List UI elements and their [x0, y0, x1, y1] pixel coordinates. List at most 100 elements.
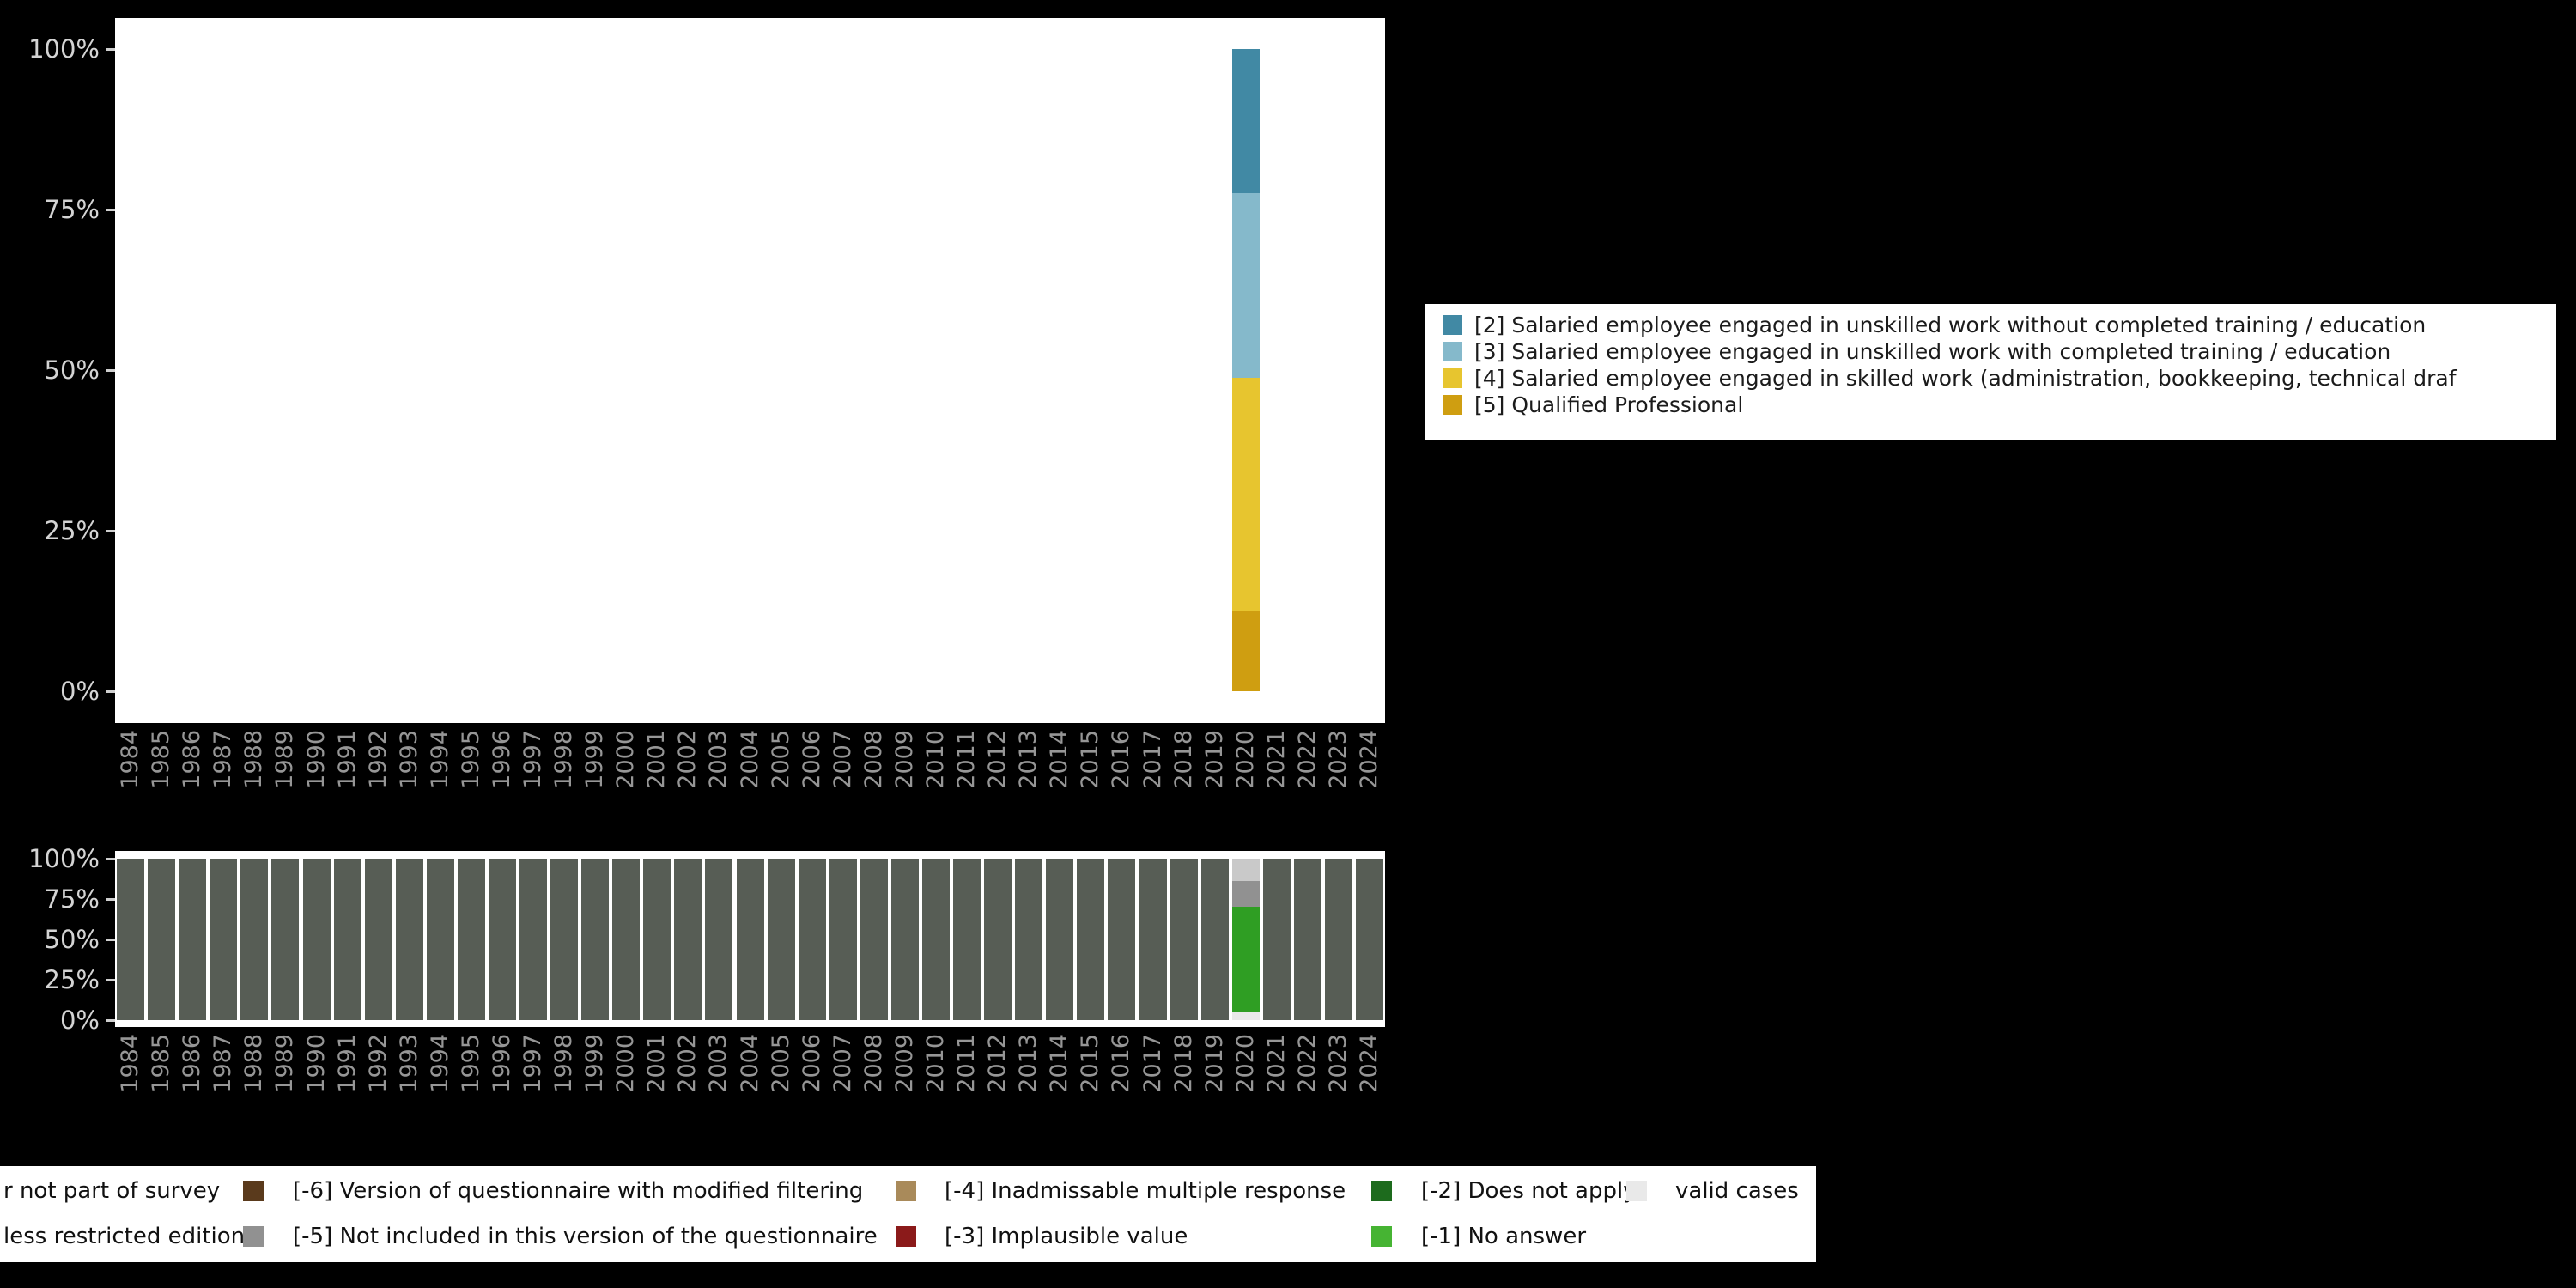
- bar-2016: [1108, 859, 1136, 1020]
- bar-segment: [953, 859, 981, 1020]
- x-tick-label: 2010: [921, 1034, 949, 1093]
- legend-swatch: [1443, 368, 1462, 388]
- bar-2023: [1325, 49, 1352, 691]
- bar-segment: [1231, 611, 1260, 691]
- bar-2012: [984, 859, 1012, 1020]
- y-tick-mark: [106, 690, 115, 693]
- bar-segment: [1324, 859, 1352, 1020]
- bar-segment: [240, 859, 269, 1020]
- x-tick-label: 1989: [271, 730, 299, 789]
- x-tick-label: 2023: [1324, 1034, 1352, 1093]
- bar-2003: [705, 49, 732, 691]
- bar-segment: [179, 859, 207, 1020]
- x-tick-label: 1998: [550, 1034, 578, 1093]
- x-tick-label: 1993: [395, 730, 422, 789]
- bar-segment: [860, 859, 888, 1020]
- x-tick-label: 1993: [395, 1034, 422, 1093]
- legend-swatch: [1371, 1226, 1392, 1247]
- x-tick-label: 2022: [1293, 1034, 1321, 1093]
- bar-1993: [396, 49, 423, 691]
- bar-segment: [1231, 907, 1260, 1012]
- bar-2012: [984, 49, 1012, 691]
- x-tick-label: 2005: [767, 730, 794, 789]
- bar-2009: [890, 859, 919, 1020]
- bar-2000: [612, 859, 641, 1020]
- bar-segment: [984, 859, 1012, 1020]
- x-tick-label: 2005: [767, 1034, 794, 1093]
- bar-segment: [1262, 859, 1291, 1020]
- y-tick-mark: [106, 978, 115, 981]
- bar-1992: [364, 859, 392, 1020]
- x-tick-label: 2013: [1015, 730, 1042, 789]
- bar-segment: [1231, 881, 1260, 908]
- x-tick-label: 1986: [179, 730, 206, 789]
- bar-1987: [210, 859, 238, 1020]
- y-tick-label: 100%: [28, 844, 100, 873]
- bar-1994: [426, 859, 454, 1020]
- bar-segment: [1108, 859, 1136, 1020]
- bottom-chart-plot: [115, 851, 1385, 1027]
- bar-segment: [674, 859, 702, 1020]
- bar-1990: [303, 49, 331, 691]
- bar-2020: [1231, 859, 1260, 1020]
- y-tick-label: 0%: [59, 1005, 100, 1035]
- bar-2003: [705, 859, 733, 1020]
- bar-segment: [1231, 377, 1260, 611]
- bar-2009: [891, 49, 919, 691]
- bar-2008: [860, 859, 888, 1020]
- bar-1985: [148, 859, 176, 1020]
- bottom-chart-plot-inner: [115, 859, 1385, 1020]
- bar-2007: [829, 859, 857, 1020]
- x-tick-label: 2011: [953, 730, 980, 789]
- x-tick-label: 2006: [798, 730, 825, 789]
- x-tick-label: 1991: [333, 730, 361, 789]
- x-tick-label: 2008: [860, 730, 887, 789]
- bar-segment: [519, 859, 547, 1020]
- y-tick-label: 75%: [44, 195, 100, 224]
- x-tick-label: 2017: [1139, 730, 1166, 789]
- bar-segment: [1231, 1012, 1260, 1020]
- legend-swatch: [1443, 394, 1462, 415]
- x-tick-label: 2019: [1200, 1034, 1228, 1093]
- x-tick-label: 2012: [984, 730, 1012, 789]
- bar-segment: [767, 859, 795, 1020]
- x-tick-label: 1985: [148, 730, 175, 789]
- bar-segment: [829, 859, 857, 1020]
- legend-item: [5] Qualified Professional: [1443, 392, 1743, 417]
- bar-2005: [768, 49, 795, 691]
- legend-swatch: [1443, 341, 1462, 361]
- x-tick-label: 2003: [705, 1034, 732, 1093]
- x-tick-label: 1996: [488, 1034, 515, 1093]
- legend-label: [-2] Does not apply: [1421, 1178, 1637, 1204]
- bar-segment: [302, 859, 331, 1020]
- bar-2017: [1139, 49, 1167, 691]
- bar-1984: [117, 49, 144, 691]
- x-tick-label: 2007: [829, 1034, 856, 1093]
- bar-segment: [705, 859, 733, 1020]
- bar-1998: [550, 49, 578, 691]
- bar-segment: [271, 859, 300, 1020]
- y-tick-mark: [106, 897, 115, 901]
- bar-1986: [179, 49, 206, 691]
- bar-1996: [489, 49, 516, 691]
- y-tick-mark: [106, 47, 115, 51]
- bar-2024: [1356, 859, 1383, 1020]
- bar-2021: [1263, 49, 1291, 691]
- bar-segment: [1231, 193, 1260, 378]
- x-tick-label: 2002: [674, 730, 702, 789]
- bar-2006: [798, 859, 826, 1020]
- x-tick-label: 2020: [1231, 1034, 1259, 1093]
- bar-2005: [767, 859, 795, 1020]
- bar-segment: [333, 859, 361, 1020]
- bar-2024: [1356, 49, 1383, 691]
- bar-segment: [798, 859, 826, 1020]
- top-chart-plot: [115, 18, 1385, 723]
- x-tick-label: 2008: [860, 1034, 887, 1093]
- bar-segment: [1046, 859, 1074, 1020]
- x-tick-label: 2016: [1108, 1034, 1135, 1093]
- bar-segment: [364, 859, 392, 1020]
- y-tick-label: 100%: [28, 34, 100, 64]
- legend-swatch: [896, 1226, 916, 1247]
- legend-swatch: [243, 1181, 264, 1201]
- bar-1989: [271, 49, 299, 691]
